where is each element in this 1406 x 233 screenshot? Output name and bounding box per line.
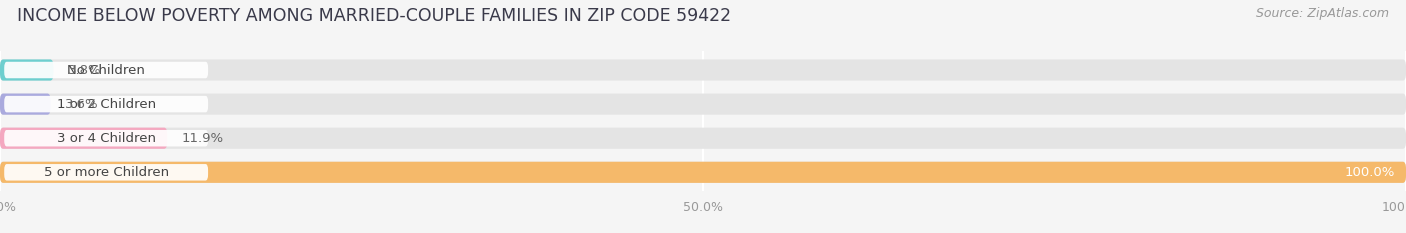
FancyBboxPatch shape bbox=[0, 93, 1406, 115]
Text: 100.0%: 100.0% bbox=[1344, 166, 1395, 179]
FancyBboxPatch shape bbox=[4, 62, 208, 78]
Text: 3 or 4 Children: 3 or 4 Children bbox=[56, 132, 156, 145]
Text: Source: ZipAtlas.com: Source: ZipAtlas.com bbox=[1256, 7, 1389, 20]
Text: INCOME BELOW POVERTY AMONG MARRIED-COUPLE FAMILIES IN ZIP CODE 59422: INCOME BELOW POVERTY AMONG MARRIED-COUPL… bbox=[17, 7, 731, 25]
FancyBboxPatch shape bbox=[0, 162, 1406, 183]
FancyBboxPatch shape bbox=[0, 93, 51, 115]
FancyBboxPatch shape bbox=[0, 128, 167, 149]
Text: 5 or more Children: 5 or more Children bbox=[44, 166, 169, 179]
FancyBboxPatch shape bbox=[4, 164, 208, 181]
FancyBboxPatch shape bbox=[0, 128, 1406, 149]
Text: 3.6%: 3.6% bbox=[65, 98, 98, 111]
Text: 1 or 2 Children: 1 or 2 Children bbox=[56, 98, 156, 111]
FancyBboxPatch shape bbox=[4, 96, 208, 112]
FancyBboxPatch shape bbox=[0, 59, 1406, 81]
Text: 3.8%: 3.8% bbox=[67, 64, 101, 76]
FancyBboxPatch shape bbox=[0, 162, 1406, 183]
Text: 11.9%: 11.9% bbox=[181, 132, 224, 145]
FancyBboxPatch shape bbox=[4, 130, 208, 147]
FancyBboxPatch shape bbox=[0, 59, 53, 81]
Text: No Children: No Children bbox=[67, 64, 145, 76]
